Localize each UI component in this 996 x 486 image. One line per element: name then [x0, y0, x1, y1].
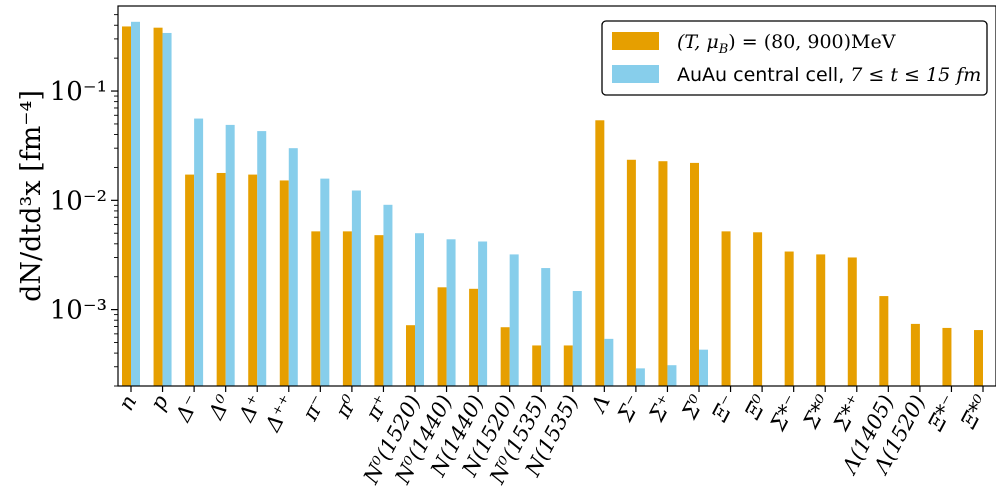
bar-series1-0 — [122, 26, 131, 386]
bar-series1-8 — [374, 235, 384, 386]
bar-series1-19 — [721, 231, 731, 386]
x-tick-label-19: Ξ⁻ — [707, 391, 741, 426]
legend-label-thermal-math: (T, μ — [677, 31, 719, 53]
bar-series2-6 — [320, 178, 330, 386]
bar-series2-4 — [257, 131, 267, 386]
y-tick-label-1: 10⁻² — [50, 186, 107, 216]
bar-series2-15 — [604, 338, 614, 386]
bar-series1-21 — [784, 251, 794, 386]
legend-label-thermal: (T, μB) = (80, 900)MeV — [677, 31, 896, 57]
bar-series1-13 — [532, 345, 542, 386]
x-tick-label-7: π⁰ — [330, 391, 362, 423]
x-axis-ticks: n pΔ⁻ Δ⁰Δ⁺Δ⁺⁺π⁻ π⁰π⁺N⁰(1520)N⁰(1440)N(1440)… — [114, 386, 994, 486]
legend: (T, μB) = (80, 900)MeV AuAu central cell… — [601, 20, 988, 96]
y-tick-label-2: 10⁻³ — [50, 296, 107, 326]
legend-label-thermal-sub: B — [718, 42, 729, 57]
x-tick-label-27: Ξ*⁰ — [956, 391, 994, 433]
bar-series1-7 — [342, 231, 352, 386]
bar-series1-16 — [626, 159, 636, 386]
bar-series2-1 — [162, 32, 172, 387]
bar-series2-7 — [351, 190, 361, 386]
bar-series2-8 — [383, 204, 393, 386]
y-tick-label-0: 10⁻¹ — [50, 77, 107, 107]
bar-series1-25 — [910, 323, 920, 386]
y-axis-ticks: 10⁻¹ 10⁻² 10⁻³ — [50, 14, 118, 387]
bar-series1-12 — [500, 327, 510, 386]
plot-frame — [117, 5, 996, 387]
bar-series1-18 — [690, 162, 699, 386]
bar-series1-14 — [563, 345, 573, 386]
x-tick-label-6: π⁻ — [297, 391, 330, 425]
bar-series1-22 — [816, 254, 826, 386]
x-tick-label-26: Ξ*⁻ — [923, 391, 962, 435]
y-axis-label: dN/dtd³x [fm⁻⁴] — [16, 90, 47, 302]
bar-series1-27 — [974, 330, 983, 386]
legend-label-auau-text: AuAu central cell, — [677, 64, 850, 86]
bar-series2-13 — [541, 268, 551, 386]
x-tick-label-16: Σ⁻ — [612, 391, 646, 426]
bar-series1-17 — [658, 161, 668, 386]
bar-series1-23 — [847, 257, 857, 386]
bar-series1-24 — [879, 296, 889, 386]
bar-series2-18 — [699, 349, 708, 386]
bar-series2-17 — [667, 365, 677, 386]
bar-series2-0 — [131, 21, 140, 387]
bar-series2-16 — [635, 368, 645, 386]
bar-series1-26 — [942, 327, 952, 386]
legend-swatch-thermal — [612, 32, 659, 50]
bar-series2-10 — [446, 239, 456, 386]
bar-series1-15 — [595, 120, 605, 386]
bar-series2-3 — [225, 124, 235, 387]
x-tick-label-18: Σ⁰ — [677, 391, 710, 424]
legend-label-thermal-rest: ) = (80, 900)MeV — [728, 31, 895, 53]
x-tick-label-1: p — [145, 391, 173, 414]
bar-series2-5 — [288, 148, 298, 386]
bar-series1-3 — [216, 172, 226, 386]
x-tick-label-0: n — [114, 391, 142, 414]
x-tick-label-15: Λ — [585, 391, 614, 417]
bar-series2-14 — [572, 291, 582, 386]
x-tick-label-21: Σ*⁻ — [765, 391, 804, 435]
bar-series1-6 — [311, 231, 321, 386]
bar-series1-5 — [279, 180, 289, 386]
legend-label-auau: AuAu central cell, 7 ≤ t ≤ 15 fm — [677, 64, 981, 86]
bar-series1-11 — [469, 288, 479, 386]
legend-swatch-auau — [612, 65, 659, 83]
bar-series1-20 — [753, 232, 763, 386]
bar-series2-11 — [478, 241, 488, 386]
bar-series2-12 — [509, 254, 519, 386]
x-tick-label-5: Δ⁺⁺ — [260, 391, 299, 436]
bar-series1-2 — [185, 174, 195, 386]
bar-series1-10 — [437, 287, 447, 386]
bar-series1-1 — [153, 27, 163, 387]
x-tick-label-2: Δ⁻ — [171, 391, 205, 426]
bar-series2-9 — [415, 233, 424, 386]
legend-box — [601, 20, 988, 96]
x-tick-label-22: Σ*⁰ — [798, 391, 836, 433]
bars-group — [122, 21, 983, 387]
x-tick-label-3: Δ⁰ — [203, 391, 236, 424]
bar-series1-9 — [406, 325, 415, 386]
bar-series1-4 — [248, 174, 258, 386]
bar-series2-2 — [194, 118, 204, 386]
x-tick-label-17: Σ⁺ — [644, 391, 678, 426]
legend-label-auau-math: 7 ≤ t ≤ 15 fm — [850, 64, 981, 86]
